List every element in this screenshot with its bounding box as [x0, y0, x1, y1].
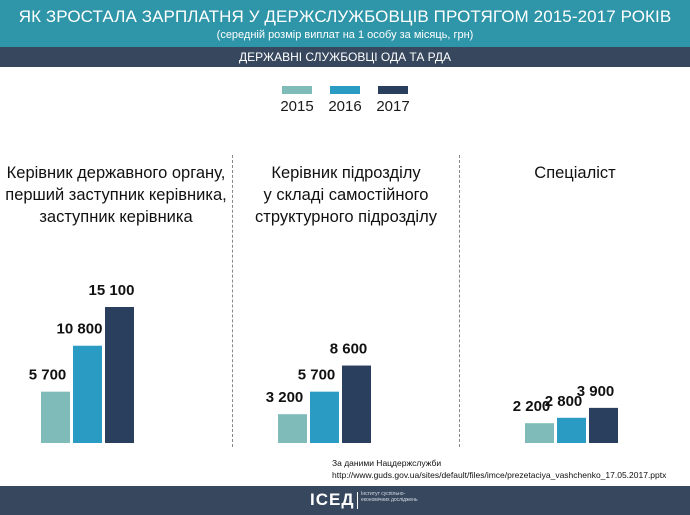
- group-title-specialist: Спеціаліст: [460, 162, 690, 184]
- legend-item-2017: 2017: [368, 86, 418, 115]
- source-note: За даними Нацдержслужби http://www.guds.…: [332, 457, 666, 481]
- bar-2017-group-3: [589, 407, 618, 443]
- page-title: ЯК ЗРОСТАЛА ЗАРПЛАТНЯ У ДЕРЖСЛУЖБОВЦІВ П…: [18, 7, 672, 26]
- group-title-line: структурного підрозділу: [255, 208, 437, 226]
- group-title-line: у складі самостійного: [263, 186, 429, 204]
- group-divider: [459, 155, 460, 447]
- isd-logo: ІСЕД: [310, 490, 355, 509]
- bar-2016-group-2: [310, 391, 339, 443]
- group-title-unit-heads: Керівник підрозділу у складі самостійног…: [233, 162, 459, 228]
- footer-bar: ІСЕД Інститут суспільно-економічних досл…: [0, 486, 690, 515]
- bar-2015-group-1: [41, 391, 70, 443]
- legend-item-2015: 2015: [272, 86, 322, 115]
- legend: 2015 2016 2017: [0, 86, 690, 116]
- bar-value-label: 2 200: [513, 398, 551, 415]
- group-title-line: заступник керівника: [39, 208, 193, 226]
- legend-item-2016: 2016: [320, 86, 370, 115]
- source-label: За даними Нацдержслужби: [332, 458, 442, 468]
- bar-value-label: 2 800: [545, 393, 583, 410]
- group-title-heads: Керівник державного органу, перший засту…: [0, 162, 232, 228]
- section-banner: ДЕРЖАВНІ СЛУЖБОВЦІ ОДА ТА РДА: [0, 47, 690, 67]
- group-title-line: Спеціаліст: [534, 164, 616, 182]
- logo-caption: Інститут суспільно-економічних досліджен…: [361, 491, 418, 503]
- group-title-line: Керівник державного органу,: [6, 164, 226, 182]
- bar-2017-group-1: [105, 307, 134, 443]
- header-banner: ЯК ЗРОСТАЛА ЗАРПЛАТНЯ У ДЕРЖСЛУЖБОВЦІВ П…: [0, 0, 690, 47]
- legend-label-2016: 2016: [328, 98, 362, 115]
- bar-2015-group-3: [525, 423, 554, 443]
- bar-2016-group-3: [557, 417, 586, 443]
- bar-value-label: 15 100: [89, 282, 135, 299]
- bar-value-label: 8 600: [330, 341, 368, 358]
- bar-value-label: 3 900: [577, 383, 615, 400]
- legend-label-2015: 2015: [280, 98, 314, 115]
- bar-value-label: 3 200: [266, 389, 304, 406]
- group-divider: [232, 155, 233, 447]
- legend-label-2017: 2017: [376, 98, 410, 115]
- bar-2016-group-1: [73, 345, 102, 443]
- legend-swatch-2015: [282, 86, 312, 94]
- page-subtitle: (середній розмір виплат на 1 особу за мі…: [216, 29, 474, 41]
- bar-2017-group-2: [342, 365, 371, 443]
- group-title-line: перший заступник керівника,: [5, 186, 227, 204]
- source-url: http://www.guds.gov.ua/sites/default/fil…: [332, 470, 667, 480]
- logo-separator: [357, 492, 358, 509]
- bar-value-label: 10 800: [57, 321, 103, 338]
- bar-2015-group-2: [278, 414, 307, 443]
- bar-value-label: 5 700: [298, 367, 336, 384]
- bar-value-label: 5 700: [29, 367, 67, 384]
- group-title-line: Керівник підрозділу: [271, 164, 421, 182]
- legend-swatch-2017: [378, 86, 408, 94]
- legend-swatch-2016: [330, 86, 360, 94]
